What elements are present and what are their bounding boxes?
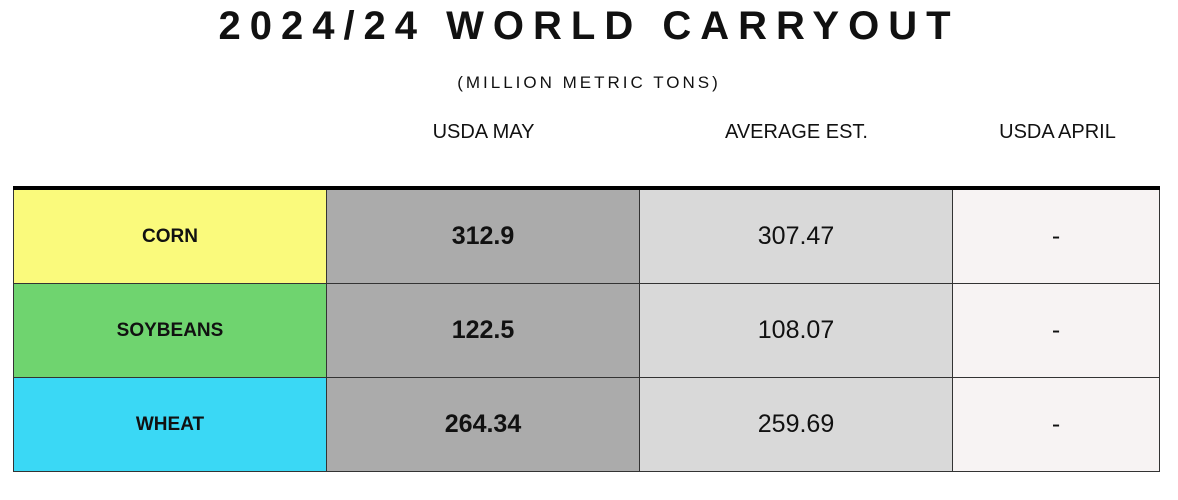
column-header: USDA MAY xyxy=(432,121,535,143)
column-header: AVERAGE EST. xyxy=(724,121,868,143)
cell: 259.69 xyxy=(640,378,953,472)
cell: - xyxy=(953,284,1160,378)
row-label: CORN xyxy=(13,190,327,284)
row-label: SOYBEANS xyxy=(13,284,327,378)
cell: 307.47 xyxy=(640,190,953,284)
cell: - xyxy=(953,190,1160,284)
column-header: USDA APRIL xyxy=(999,121,1116,143)
cell: 122.5 xyxy=(327,284,640,378)
cell: 108.07 xyxy=(640,284,953,378)
row-label: WHEAT xyxy=(13,378,327,472)
cell: - xyxy=(953,378,1160,472)
title: 2024/24 WORLD CARRYOUT xyxy=(218,4,960,48)
subtitle: (MILLION METRIC TONS) xyxy=(457,73,721,92)
cell: 312.9 xyxy=(327,190,640,284)
cell: 264.34 xyxy=(327,378,640,472)
table: CORN 312.9 307.47 - SOYBEANS 122.5 108.0… xyxy=(13,186,1160,472)
